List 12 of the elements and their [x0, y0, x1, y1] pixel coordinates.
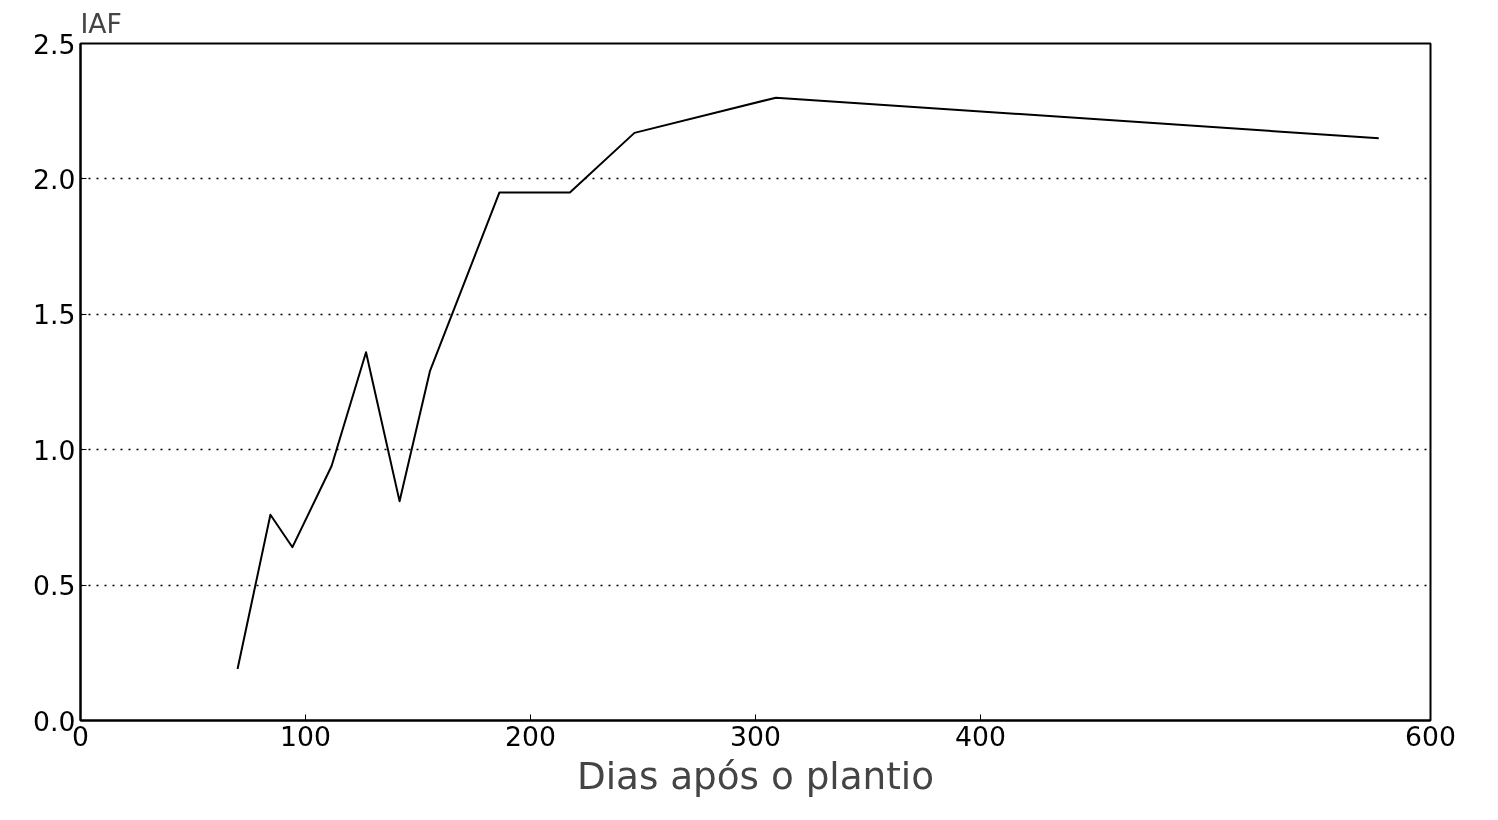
- x-tick-label: 600: [1405, 720, 1456, 752]
- y-tick-label: 0.5: [33, 570, 76, 602]
- y-tick-label: 1.0: [33, 434, 76, 466]
- y-tick-label: 2.5: [33, 28, 76, 60]
- x-tick-label: 200: [505, 720, 556, 752]
- x-axis-title: Dias após o plantio: [576, 753, 935, 798]
- y-axis-title: IAF: [80, 7, 122, 39]
- x-tick-label: 400: [955, 720, 1006, 752]
- x-tick-label: 100: [280, 720, 331, 752]
- x-tick-label: 300: [730, 720, 781, 752]
- y-tick-label: 2.0: [33, 163, 76, 195]
- y-tick-label: 1.5: [33, 299, 76, 331]
